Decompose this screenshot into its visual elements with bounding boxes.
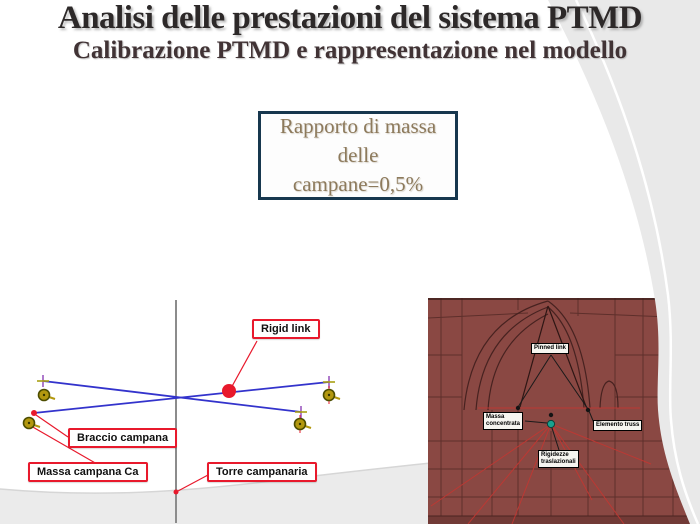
fem-label-massa-concentrata: Massa concentrata bbox=[483, 412, 524, 430]
fem-label-elemento-text: Elemento truss bbox=[596, 422, 640, 428]
mass-ratio-line3: campane=0,5% bbox=[292, 171, 424, 196]
fem-mesh-drawing bbox=[428, 298, 694, 524]
label-massa-campana: Massa campana Ca bbox=[28, 462, 148, 482]
fem-wall bbox=[428, 298, 694, 524]
slide-subtitle: Calibrazione PTMD e rappresentazione nel… bbox=[72, 36, 628, 64]
mass-ratio-box: Rapporto di massa delle campane=0,5% bbox=[258, 111, 458, 200]
fem-model-image: Pinned link Massa concentrata Elemento t… bbox=[428, 298, 694, 524]
label-rigid-link-text: Rigid link bbox=[261, 323, 311, 335]
fem-node-right bbox=[585, 407, 591, 413]
fem-mass-node-teal bbox=[546, 419, 556, 429]
mass-ratio-line1: Rapporto di massa bbox=[279, 114, 437, 139]
label-braccio-text: Braccio campana bbox=[77, 432, 169, 444]
label-braccio-campana: Braccio campana bbox=[68, 428, 178, 448]
label-torre-text: Torre campanaria bbox=[216, 466, 308, 478]
fem-node-left bbox=[515, 405, 521, 411]
slide-title: Analisi delle prestazioni del sistema PT… bbox=[57, 0, 643, 36]
fem-label-massa-line2: concentrata bbox=[486, 420, 521, 427]
fem-node-center bbox=[548, 412, 554, 418]
header: Analisi delle prestazioni del sistema PT… bbox=[0, 0, 700, 64]
label-torre-campanaria: Torre campanaria bbox=[207, 462, 317, 482]
mass-ratio-line2: delle bbox=[337, 143, 379, 168]
fem-label-rigidezze: Rigidezze traslazionali bbox=[538, 450, 579, 468]
label-rigid-link: Rigid link bbox=[252, 319, 320, 339]
fem-label-massa-line1: Massa bbox=[486, 414, 505, 420]
fem-label-pinned-link: Pinned link bbox=[531, 343, 570, 354]
fem-label-rigidezze-line1: Rigidezze bbox=[541, 452, 569, 458]
fem-label-elemento-truss: Elemento truss bbox=[593, 420, 643, 431]
fem-label-rigidezze-line2: traslazionali bbox=[541, 458, 576, 465]
label-massa-text: Massa campana Ca bbox=[37, 466, 139, 478]
fem-bottom-strip bbox=[428, 516, 694, 524]
fem-label-pinned-link-text: Pinned link bbox=[534, 345, 567, 351]
